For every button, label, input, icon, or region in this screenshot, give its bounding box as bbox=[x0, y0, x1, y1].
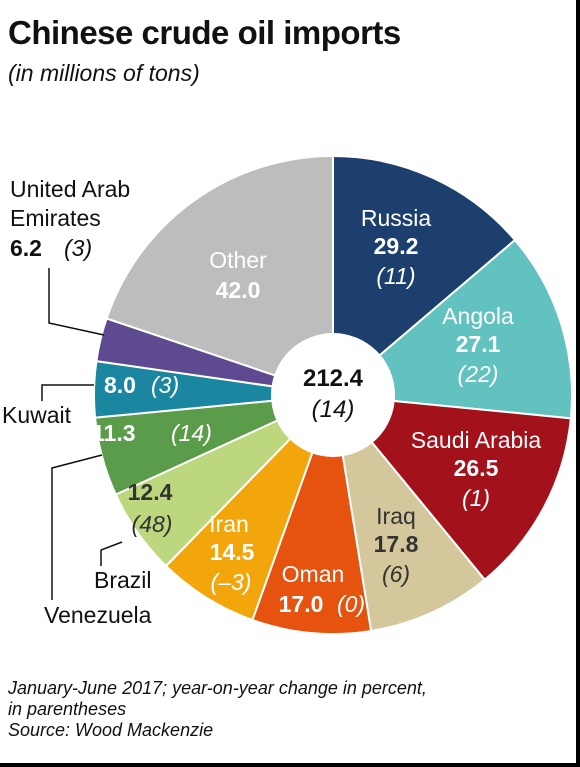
label-other-value: 42.0 bbox=[216, 277, 261, 303]
label-angola-value: 27.1 bbox=[456, 331, 501, 357]
chart-subtitle: (in millions of tons) bbox=[8, 60, 200, 86]
slice-other bbox=[105, 154, 334, 397]
label-kuwait-change: (3) bbox=[151, 372, 179, 398]
label-uae-value: 6.2 bbox=[10, 235, 42, 261]
leader-venezuela bbox=[51, 454, 103, 600]
label-oman-name: Oman bbox=[282, 561, 345, 587]
leader-uae bbox=[48, 268, 105, 336]
leader-kuwait bbox=[41, 384, 94, 401]
total-value: 212.4 bbox=[303, 365, 364, 392]
leader-brazil bbox=[100, 541, 123, 566]
label-kuwait-name: Kuwait bbox=[2, 402, 72, 428]
source-note: Source: Wood Mackenzie bbox=[8, 720, 214, 740]
label-venezuela-name: Venezuela bbox=[44, 602, 152, 628]
label-saudi-arabia-name: Saudi Arabia bbox=[411, 427, 542, 453]
label-venezuela-value: 11.3 bbox=[92, 420, 136, 446]
label-russia-change: (11) bbox=[376, 263, 415, 289]
label-angola-name: Angola bbox=[442, 303, 514, 329]
label-saudi-arabia-change: (1) bbox=[462, 485, 490, 511]
total-change: (14) bbox=[312, 396, 355, 423]
label-oman-value: 17.0 bbox=[279, 591, 324, 617]
label-kuwait-value: 8.0 bbox=[104, 372, 136, 398]
slice-angola bbox=[330, 238, 573, 420]
label-iraq-change: (6) bbox=[382, 561, 410, 587]
label-angola-change: (22) bbox=[458, 361, 499, 387]
label-uae-name-line1: United Arab bbox=[10, 176, 130, 202]
label-iraq-name: Iraq bbox=[376, 503, 416, 529]
label-brazil-name: Brazil bbox=[94, 567, 152, 593]
footnote-line-1: January-June 2017; year-on-year change i… bbox=[8, 678, 427, 698]
label-venezuela-change: (14) bbox=[171, 420, 212, 446]
leader-lines bbox=[41, 268, 123, 600]
chart-title: Chinese crude oil imports bbox=[8, 14, 401, 51]
label-brazil-value: 12.4 bbox=[128, 479, 173, 505]
label-uae-name-line2: Emirates bbox=[10, 205, 101, 231]
label-saudi-arabia-value: 26.5 bbox=[454, 455, 499, 481]
label-brazil-change: (48) bbox=[132, 511, 173, 537]
label-iran-name: Iran bbox=[209, 511, 249, 537]
slice-russia bbox=[332, 154, 517, 398]
label-iran-value: 14.5 bbox=[210, 539, 255, 565]
label-russia-value: 29.2 bbox=[374, 233, 419, 259]
footnote-line-2: in parentheses bbox=[8, 699, 127, 719]
slice-saudi-arabia bbox=[330, 393, 572, 582]
label-oman-change: (0) bbox=[337, 591, 365, 617]
label-russia-name: Russia bbox=[361, 205, 432, 231]
footnote: January-June 2017; year-on-year change i… bbox=[8, 678, 427, 741]
label-other-name: Other bbox=[209, 247, 267, 273]
label-iraq-value: 17.8 bbox=[374, 531, 419, 557]
slice-iraq bbox=[331, 391, 487, 633]
label-iran-change: (–3) bbox=[211, 569, 252, 595]
label-uae-change: (3) bbox=[64, 235, 92, 261]
center-hole bbox=[271, 333, 395, 457]
